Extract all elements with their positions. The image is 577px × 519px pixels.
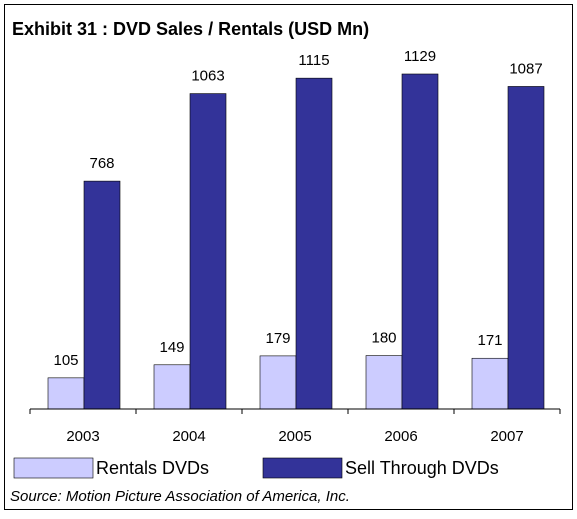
bar <box>401 73 439 410</box>
data-label: 768 <box>89 155 114 172</box>
data-label: 105 <box>53 352 78 369</box>
data-label: 171 <box>477 332 502 349</box>
legend-swatch <box>262 457 343 479</box>
data-label: 1129 <box>404 48 436 65</box>
data-label: 1087 <box>509 60 542 77</box>
legend-swatch <box>13 457 94 479</box>
data-label: 180 <box>371 330 396 347</box>
bar <box>47 377 85 410</box>
bar <box>507 86 545 410</box>
data-label: 1063 <box>191 68 224 85</box>
data-label: 179 <box>265 330 290 347</box>
chart-title: Exhibit 31 : DVD Sales / Rentals (USD Mn… <box>12 19 369 39</box>
x-tick-label: 2005 <box>278 428 311 445</box>
x-tick-label: 2007 <box>490 428 523 445</box>
legend-label: Sell Through DVDs <box>345 458 499 478</box>
bar <box>153 364 191 410</box>
bar <box>471 357 509 410</box>
data-label: 1115 <box>298 52 329 69</box>
bar <box>83 180 121 410</box>
legend-label: Rentals DVDs <box>96 458 209 478</box>
bar <box>295 77 333 410</box>
data-label: 149 <box>159 339 184 356</box>
x-tick-label: 2004 <box>172 428 205 445</box>
x-tick-label: 2006 <box>384 428 417 445</box>
bar <box>365 355 403 410</box>
x-tick-label: 2003 <box>66 428 99 445</box>
bar <box>189 93 227 410</box>
source-note: Source: Motion Picture Association of Am… <box>10 488 350 505</box>
bar <box>259 355 297 410</box>
